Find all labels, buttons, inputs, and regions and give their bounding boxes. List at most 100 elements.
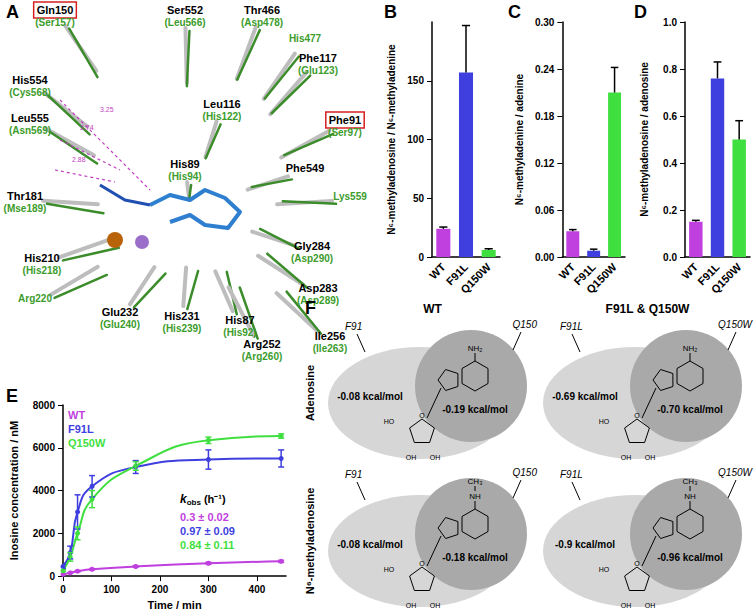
svg-text:0.6: 0.6	[663, 111, 677, 122]
svg-text:0.97 ± 0.09: 0.97 ± 0.09	[180, 525, 235, 537]
svg-text:Arg252: Arg252	[243, 338, 280, 350]
svg-text:1.0: 1.0	[663, 17, 677, 28]
svg-text:(His92): (His92)	[223, 327, 256, 338]
svg-text:Q150: Q150	[513, 467, 538, 478]
svg-text:Phe549: Phe549	[286, 162, 325, 174]
svg-text:Q150W: Q150W	[458, 260, 493, 295]
svg-text:0.2: 0.2	[663, 205, 677, 216]
svg-text:His87: His87	[225, 314, 254, 326]
svg-text:Arg220: Arg220	[18, 293, 52, 304]
svg-text:(Asn569): (Asn569)	[9, 125, 51, 136]
svg-text:2000: 2000	[33, 528, 56, 539]
svg-text:0.06: 0.06	[535, 205, 555, 216]
svg-text:-0.9 kcal/mol: -0.9 kcal/mol	[555, 539, 615, 550]
svg-text:Lys559: Lys559	[333, 191, 367, 202]
svg-text:(Asp478): (Asp478)	[241, 17, 283, 28]
svg-text:-0.96 kcal/mol: -0.96 kcal/mol	[657, 552, 723, 563]
svg-text:HO: HO	[384, 566, 395, 573]
svg-text:0: 0	[418, 252, 424, 263]
svg-text:0: 0	[49, 571, 55, 582]
svg-text:(Arg260): (Arg260)	[242, 351, 283, 362]
svg-text:F91L: F91L	[68, 423, 94, 435]
svg-text:NH: NH	[684, 492, 696, 501]
svg-text:obs: obs	[187, 498, 202, 507]
svg-text:-0.18 kcal/mol: -0.18 kcal/mol	[442, 552, 508, 563]
svg-text:0.4: 0.4	[663, 158, 677, 169]
svg-text:150: 150	[407, 75, 424, 86]
svg-text:(Asp289): (Asp289)	[297, 295, 339, 306]
svg-text:His554: His554	[12, 74, 48, 86]
svg-text:F91L & Q150W: F91L & Q150W	[606, 302, 690, 316]
svg-text:2.88: 2.88	[72, 156, 86, 163]
svg-text:400: 400	[249, 584, 266, 595]
svg-text:N⁶-methyladenosine: N⁶-methyladenosine	[304, 488, 316, 595]
svg-text:NH: NH	[469, 492, 481, 501]
svg-text:WT: WT	[423, 302, 442, 316]
svg-text:0.0: 0.0	[663, 252, 677, 263]
svg-text:(Asp290): (Asp290)	[291, 253, 333, 264]
svg-text:N⁶-methyladenine / adenine: N⁶-methyladenine / adenine	[514, 73, 525, 205]
svg-text:Inosine concentration / nM: Inosine concentration / nM	[8, 421, 20, 560]
svg-text:-0.69 kcal/mol: -0.69 kcal/mol	[552, 391, 618, 402]
svg-text:(Cys568): (Cys568)	[9, 87, 51, 98]
svg-text:F91L: F91L	[560, 469, 583, 480]
svg-text:200: 200	[152, 584, 169, 595]
svg-text:-0.08 kcal/mol: -0.08 kcal/mol	[337, 391, 403, 402]
svg-text:Leu555: Leu555	[11, 112, 49, 124]
svg-text:OH: OH	[406, 602, 417, 609]
svg-text:OH: OH	[645, 602, 656, 609]
svg-text:8000: 8000	[33, 400, 56, 411]
svg-text:(His122): (His122)	[203, 111, 242, 122]
svg-text:Adenosine: Adenosine	[304, 365, 316, 421]
svg-text:0.30: 0.30	[535, 17, 555, 28]
svg-text:6000: 6000	[33, 442, 56, 453]
svg-text:CH₃: CH₃	[468, 477, 483, 486]
svg-text:0.18: 0.18	[535, 111, 555, 122]
svg-text:Time / min: Time / min	[147, 599, 201, 611]
svg-text:Q150W: Q150W	[718, 319, 753, 330]
svg-text:CH₃: CH₃	[683, 477, 698, 486]
svg-text:Phe91: Phe91	[329, 114, 361, 126]
svg-text:(His218): (His218)	[23, 265, 62, 276]
svg-text:OH: OH	[645, 454, 656, 461]
svg-text:NH₂: NH₂	[468, 344, 483, 353]
svg-text:Asp283: Asp283	[298, 282, 337, 294]
svg-text:HO: HO	[384, 418, 395, 425]
svg-text:(Glu123): (Glu123)	[298, 65, 338, 76]
svg-text:OH: OH	[621, 602, 632, 609]
svg-text:Q150W: Q150W	[718, 467, 753, 478]
svg-text:Thr181: Thr181	[7, 190, 43, 202]
svg-text:300: 300	[200, 584, 217, 595]
svg-text:HO: HO	[599, 566, 610, 573]
svg-text:OH: OH	[621, 454, 632, 461]
svg-text:His477: His477	[289, 33, 322, 44]
svg-text:His210: His210	[24, 252, 59, 264]
svg-text:Glu232: Glu232	[102, 306, 139, 318]
svg-text:Ser552: Ser552	[167, 4, 203, 16]
svg-text:NH₂: NH₂	[683, 344, 698, 353]
svg-text:Thr466: Thr466	[244, 4, 280, 16]
svg-text:F91L: F91L	[560, 321, 583, 332]
svg-text:0.84 ± 0.11: 0.84 ± 0.11	[180, 539, 234, 551]
svg-text:0.8: 0.8	[663, 64, 677, 75]
svg-text:O: O	[419, 560, 425, 567]
svg-text:Leu116: Leu116	[203, 98, 240, 110]
svg-text:-0.08 kcal/mol: -0.08 kcal/mol	[337, 539, 403, 550]
svg-text:(His239): (His239)	[163, 323, 202, 334]
svg-text:100: 100	[103, 584, 120, 595]
svg-text:Q150W: Q150W	[709, 260, 744, 295]
svg-text:-0.19 kcal/mol: -0.19 kcal/mol	[442, 404, 508, 415]
svg-text:(Mse189): (Mse189)	[4, 203, 47, 214]
svg-text:(Leu566): (Leu566)	[164, 17, 205, 28]
svg-text:Phe117: Phe117	[299, 52, 337, 64]
svg-text:HO: HO	[599, 418, 610, 425]
svg-text:His89: His89	[170, 158, 199, 170]
svg-text:N⁶-methyladenosine / N⁶-methyl: N⁶-methyladenosine / N⁶-methyladenine	[386, 44, 397, 235]
svg-text:OH: OH	[430, 602, 441, 609]
svg-text:0.12: 0.12	[535, 158, 555, 169]
svg-text:(His94): (His94)	[168, 171, 201, 182]
svg-text:50: 50	[413, 193, 425, 204]
svg-text:WT: WT	[68, 409, 85, 421]
svg-text:F91: F91	[345, 469, 362, 480]
svg-text:Q150W: Q150W	[68, 437, 106, 449]
